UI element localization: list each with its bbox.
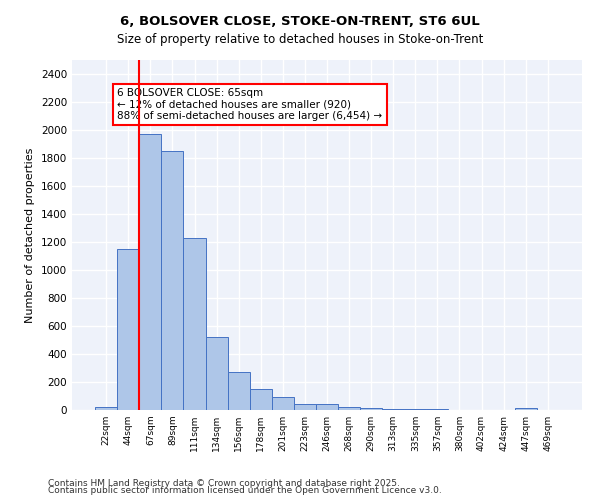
Text: Contains HM Land Registry data © Crown copyright and database right 2025.: Contains HM Land Registry data © Crown c… [48, 478, 400, 488]
Bar [161, 151, 184, 410]
Bar [184, 238, 206, 410]
Bar [227, 372, 250, 410]
Bar [272, 398, 294, 410]
Bar [515, 408, 537, 410]
Bar [382, 408, 404, 410]
Bar [360, 408, 382, 410]
Bar [95, 406, 117, 410]
Text: 6 BOLSOVER CLOSE: 65sqm
← 12% of detached houses are smaller (920)
88% of semi-d: 6 BOLSOVER CLOSE: 65sqm ← 12% of detache… [117, 88, 382, 121]
Text: Size of property relative to detached houses in Stoke-on-Trent: Size of property relative to detached ho… [117, 32, 483, 46]
Bar [294, 404, 316, 410]
Text: Contains public sector information licensed under the Open Government Licence v3: Contains public sector information licen… [48, 486, 442, 495]
Y-axis label: Number of detached properties: Number of detached properties [25, 148, 35, 322]
Bar [316, 404, 338, 410]
Bar [250, 389, 272, 410]
Text: 6, BOLSOVER CLOSE, STOKE-ON-TRENT, ST6 6UL: 6, BOLSOVER CLOSE, STOKE-ON-TRENT, ST6 6… [120, 15, 480, 28]
Bar [338, 407, 360, 410]
Bar [139, 134, 161, 410]
Bar [206, 337, 227, 410]
Bar [117, 249, 139, 410]
